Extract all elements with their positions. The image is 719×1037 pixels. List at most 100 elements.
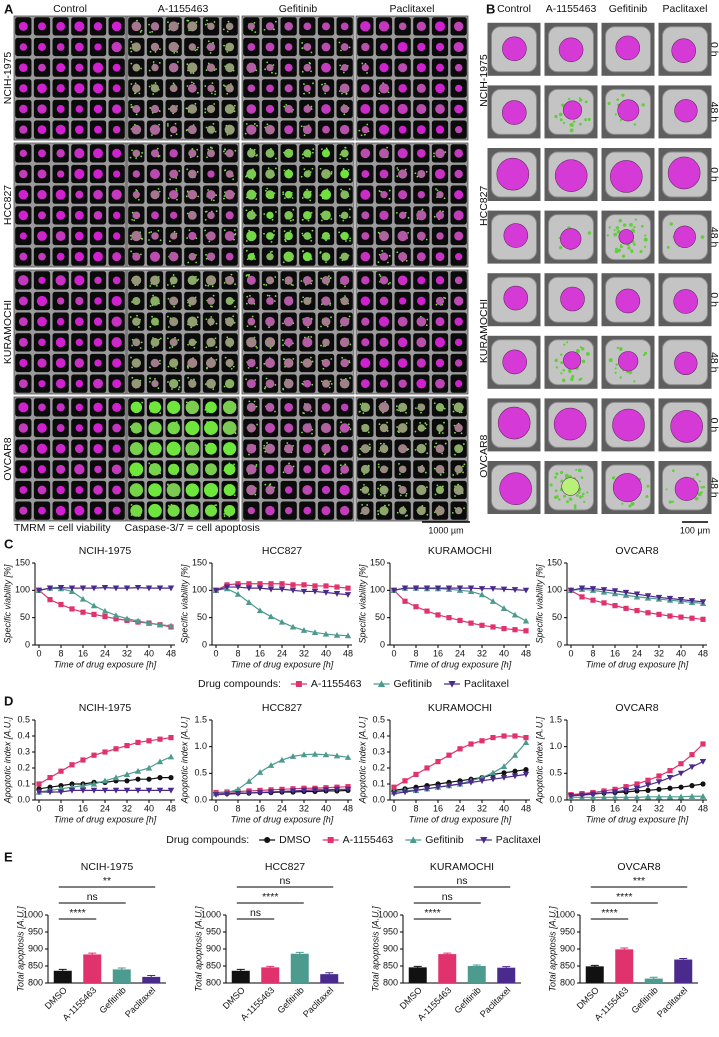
apoptosis-speck	[379, 275, 382, 278]
spheroid	[284, 125, 294, 135]
spheroid	[112, 63, 121, 72]
spheroid	[18, 423, 29, 433]
marker	[90, 602, 98, 609]
apoptosis-speck	[560, 353, 563, 356]
apoptosis-speck	[274, 295, 277, 297]
marker	[500, 586, 508, 593]
apoptosis-speck	[158, 359, 161, 362]
x-tick-label: DMSO	[575, 985, 601, 1011]
marker	[448, 681, 456, 688]
marker	[156, 621, 164, 628]
spheroid	[93, 402, 103, 413]
legend-stain: Caspase-3/7	[125, 522, 185, 534]
legend-label: Gefitinib	[425, 834, 464, 846]
marker	[311, 787, 319, 794]
spheroid	[397, 275, 408, 286]
apoptosis-speck	[462, 471, 464, 474]
timepoint-label: 48 h	[708, 477, 719, 498]
spheroid	[169, 358, 179, 368]
y-tick-label: 100	[370, 585, 385, 595]
legend-label: Paclitaxel	[496, 834, 541, 846]
apoptosis-speck	[174, 336, 176, 339]
y-axis-title: Total apoptosis [A.U.]	[370, 906, 380, 992]
column-header: A-1155463	[158, 3, 209, 15]
apoptosis-speck	[156, 147, 159, 150]
marker	[146, 738, 152, 744]
apoptosis-speck	[214, 90, 217, 93]
x-tick-label: 16	[433, 648, 443, 658]
spheroid	[284, 169, 294, 179]
apoptosis-speck	[606, 234, 609, 237]
apoptosis-speck	[633, 225, 636, 229]
marker	[46, 789, 54, 796]
spheroid	[247, 43, 256, 51]
apoptosis-speck	[617, 248, 621, 253]
y-tick-label: 850	[560, 960, 575, 970]
apoptosis-speck	[311, 151, 314, 154]
apoptosis-speck	[627, 246, 631, 250]
x-tick-label: 16	[610, 648, 620, 658]
marker	[289, 788, 297, 795]
marker	[445, 783, 453, 789]
spheroid	[321, 485, 331, 495]
spheroid	[18, 317, 28, 327]
spheroid	[150, 275, 160, 286]
marker	[267, 762, 275, 768]
legend-title: Drug compounds:	[166, 834, 249, 846]
marker	[47, 597, 53, 603]
legend: Drug compounds: A-1155463 Gefitinib Paclita…	[198, 678, 509, 690]
marker	[323, 583, 329, 589]
y-tick-label: 100	[15, 585, 30, 595]
marker	[678, 761, 684, 767]
series-line	[38, 737, 172, 785]
spheroid	[339, 337, 350, 348]
apoptosis-speck	[212, 199, 215, 202]
spheroid	[246, 104, 257, 114]
marker	[677, 597, 685, 603]
apoptosis-speck	[377, 513, 380, 516]
marker	[611, 789, 619, 796]
spheroid	[435, 211, 445, 220]
spheroid	[37, 465, 47, 474]
spheroid	[111, 41, 122, 53]
marker	[295, 681, 302, 687]
apoptosis-speck	[232, 315, 235, 318]
apoptosis-speck	[311, 167, 314, 170]
spheroid	[303, 211, 312, 220]
spheroid	[56, 403, 65, 412]
spheroid	[436, 191, 444, 199]
error-bar	[590, 964, 599, 968]
apoptosis-speck	[274, 410, 276, 413]
marker	[167, 622, 175, 629]
apoptosis-speck	[572, 120, 576, 123]
apoptosis-speck	[554, 489, 558, 493]
y-axis-title: Apoptotic index [A.U.]	[179, 716, 189, 804]
marker	[322, 751, 330, 758]
spheroid	[131, 358, 141, 368]
apoptosis-speck	[158, 48, 161, 51]
well-block	[13, 15, 127, 141]
x-tick-label: 24	[455, 648, 465, 658]
well-block	[13, 142, 127, 268]
spheroid	[166, 441, 181, 456]
apoptosis-speck	[204, 218, 207, 221]
spheroid	[112, 148, 122, 158]
marker	[699, 599, 707, 606]
marker	[523, 735, 529, 741]
apoptosis-speck	[414, 407, 417, 410]
spheroid	[167, 504, 180, 517]
apoptosis-speck	[204, 444, 207, 446]
spheroid	[379, 296, 389, 306]
spheroid	[321, 210, 331, 221]
apoptosis-speck	[233, 229, 236, 231]
apoptosis-speck	[157, 187, 160, 190]
apoptosis-speck	[196, 155, 199, 158]
spheroid	[129, 442, 143, 456]
spheroid	[168, 21, 179, 32]
y-tick-label: 850	[206, 960, 221, 970]
apoptosis-speck	[671, 500, 674, 504]
apoptosis-speck	[558, 112, 563, 117]
apoptosis-speck	[396, 511, 399, 514]
apoptosis-speck	[561, 378, 566, 383]
marker	[501, 733, 507, 739]
